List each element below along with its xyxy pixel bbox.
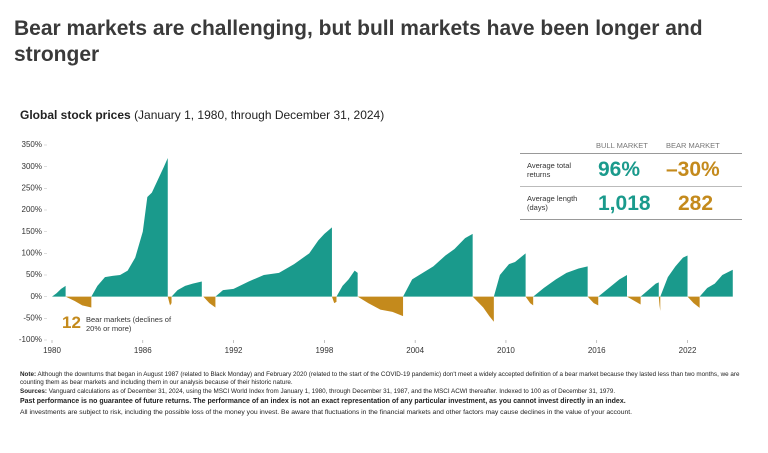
x-tick-label: 1998 <box>315 346 333 355</box>
y-tick-label: 200% <box>22 205 42 214</box>
table-rule <box>520 219 742 220</box>
area <box>52 158 733 297</box>
x-tick-label: 2010 <box>497 346 515 355</box>
y-tick-label: -100% <box>19 335 42 344</box>
subtitle-range: (January 1, 1980, through December 31, 2… <box>134 108 385 122</box>
note-label: Sources: <box>20 388 47 395</box>
annotation: Bear markets (declines of 20% or more) <box>86 315 172 333</box>
table-header: BEAR MARKET <box>666 141 720 150</box>
table-rule <box>520 186 742 187</box>
stat-value: –30% <box>666 158 720 181</box>
x-tick-label: 2022 <box>679 346 697 355</box>
x-tick-label: 2004 <box>406 346 424 355</box>
y-tick-label: 300% <box>22 162 42 171</box>
stat-value: 1,018 <box>598 192 651 215</box>
note-label: Note: <box>20 371 37 378</box>
row-label: Average total returns <box>527 161 572 179</box>
y-tick-label: 100% <box>22 248 42 257</box>
y-tick-label: 50% <box>26 270 42 279</box>
subtitle-bold: Global stock prices <box>20 108 131 122</box>
disclaimer-bold: Past performance is no guarantee of futu… <box>20 398 626 405</box>
row-label: Average length (days) <box>527 194 578 212</box>
table-rule <box>520 153 742 154</box>
stat-value: 282 <box>678 192 714 215</box>
y-tick-label: 350% <box>22 140 42 149</box>
note-text: Although the downturns that began in Aug… <box>20 371 740 386</box>
table-header: BULL MARKET <box>596 141 648 150</box>
area <box>65 296 700 322</box>
note-text: Vanguard calculations as of December 31,… <box>48 388 616 395</box>
x-tick-label: 2016 <box>588 346 606 355</box>
x-tick-label: 1980 <box>43 346 61 355</box>
subtitle: Global stock prices (January 1, 1980, th… <box>20 108 384 122</box>
title: Bear markets are challenging, but bull m… <box>14 17 703 66</box>
y-tick-label: 0% <box>30 292 42 301</box>
sources: Sources: Vanguard calculations as of Dec… <box>20 388 750 396</box>
x-tick-label: 1986 <box>134 346 152 355</box>
y-tick-label: 250% <box>22 183 42 192</box>
note: Note: Although the downturns that began … <box>20 371 750 387</box>
disclaimer: All investments are subject to risk, inc… <box>20 409 633 416</box>
stat-value: 96% <box>598 158 641 181</box>
x-tick-label: 1992 <box>225 346 243 355</box>
y-tick-label: -50% <box>23 313 42 322</box>
y-tick-label: 150% <box>22 227 42 236</box>
annotation-count: 12 <box>62 313 81 332</box>
